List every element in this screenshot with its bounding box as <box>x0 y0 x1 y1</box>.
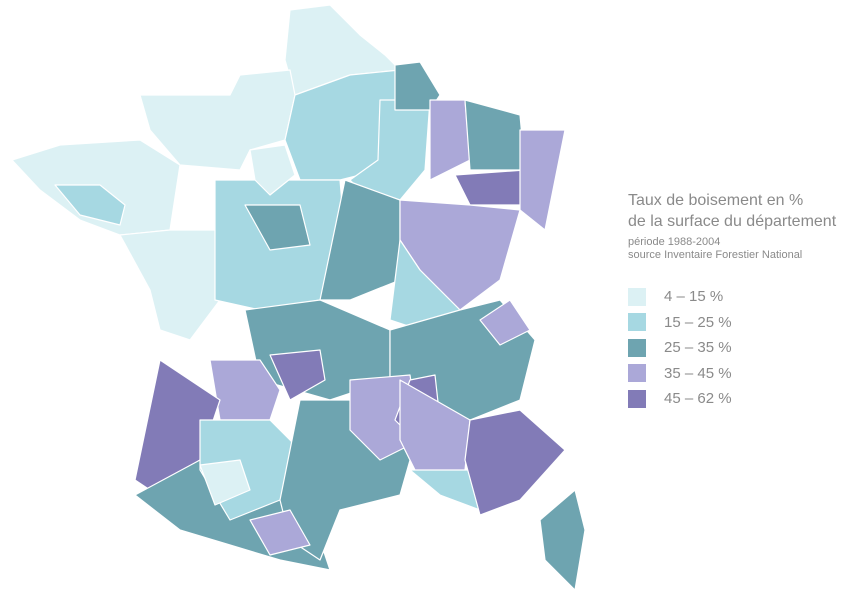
department-region <box>454 169 526 206</box>
legend-label: 25 – 35 % <box>664 339 732 357</box>
department-region <box>464 409 566 516</box>
department-region <box>269 349 326 401</box>
legend-label: 4 – 15 % <box>664 288 724 306</box>
legend-title-line1: Taux de boisement en % <box>628 192 804 209</box>
legend-label: 35 – 45 % <box>664 364 732 382</box>
legend-item-1: 4 – 15 % <box>628 284 836 310</box>
department-region <box>249 144 296 196</box>
legend-label: 15 – 25 % <box>664 313 732 331</box>
legend-title-line2: de la surface du département <box>628 213 837 230</box>
legend-item-3: 25 – 35 % <box>628 335 836 361</box>
department-region <box>519 129 566 231</box>
department-region <box>54 184 126 226</box>
legend-swatch <box>628 364 646 383</box>
legend-swatch <box>628 389 646 408</box>
department-region <box>429 99 471 181</box>
legend-swatch <box>628 338 646 357</box>
legend: Taux de boisement en % de la surface du … <box>628 190 836 412</box>
department-region <box>249 509 311 556</box>
department-region <box>199 459 251 506</box>
department-region <box>464 99 526 171</box>
department-region <box>539 489 586 591</box>
legend-swatch <box>628 313 646 332</box>
legend-label: 45 – 62 % <box>664 390 732 408</box>
legend-item-5: 45 – 62 % <box>628 386 836 412</box>
department-region <box>479 299 531 346</box>
department-region <box>244 204 311 251</box>
department-region <box>319 179 401 301</box>
legend-item-4: 35 – 45 % <box>628 361 836 387</box>
legend-source: source Inventaire Forestier National <box>628 249 803 261</box>
department-region <box>209 359 281 421</box>
legend-period: période 1988-2004 <box>628 236 721 248</box>
legend-swatch <box>628 287 646 306</box>
department-region <box>119 229 221 341</box>
legend-item-2: 15 – 25 % <box>628 310 836 336</box>
